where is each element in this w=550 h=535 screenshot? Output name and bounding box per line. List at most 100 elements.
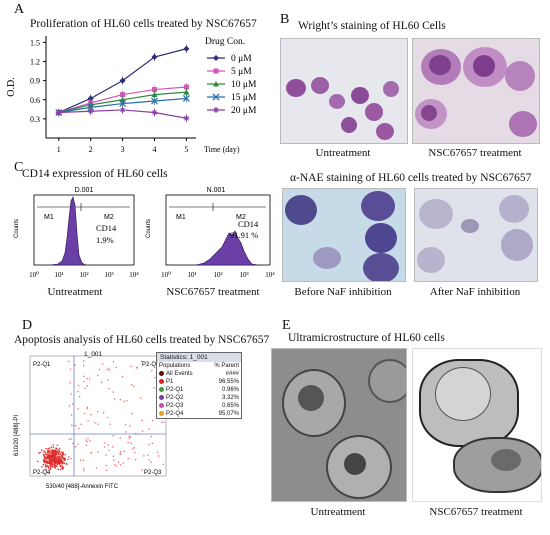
event-dot <box>68 438 70 440</box>
event-dot <box>47 467 50 469</box>
event-dot <box>83 412 86 415</box>
event-dot <box>50 452 52 455</box>
event-dot <box>62 452 64 455</box>
event-dot <box>47 449 49 451</box>
event-dot <box>62 456 64 458</box>
table-row: P2-Q1 0.96% <box>157 386 241 394</box>
event-dot <box>57 451 59 453</box>
event-dot <box>148 428 150 430</box>
event-dot <box>129 425 131 427</box>
event-dot <box>86 441 88 443</box>
event-dot <box>86 377 88 380</box>
event-dot <box>148 443 150 446</box>
tem-right-caption: NSC67657 treatment <box>429 506 523 518</box>
event-dot <box>56 448 58 451</box>
event-dot <box>66 462 68 465</box>
x-tick: 10¹ <box>54 271 63 279</box>
event-dot <box>48 457 51 459</box>
legend-marker <box>213 81 219 87</box>
event-dot <box>59 468 61 471</box>
event-dot <box>48 462 50 465</box>
event-dot <box>100 381 103 383</box>
event-dot <box>105 454 107 456</box>
event-dot <box>58 450 60 452</box>
x-tick: 10⁰ <box>29 271 39 279</box>
event-dot <box>54 450 56 452</box>
event-dot <box>136 366 139 369</box>
event-dot <box>77 390 79 393</box>
quadrant-q3: P2-Q3 <box>144 470 162 476</box>
legend-title: Drug Con. <box>205 37 245 47</box>
event-dot <box>37 460 39 463</box>
event-dot <box>56 460 58 462</box>
event-dot <box>47 452 49 455</box>
event-dot <box>54 453 56 456</box>
panel-d-label: D <box>22 318 33 333</box>
panel-a-title: Proliferation of HL60 cells treated by N… <box>30 18 257 30</box>
event-dot <box>53 461 55 463</box>
cd14-left-caption: Untreatment <box>47 286 103 298</box>
event-dot <box>50 463 53 466</box>
sample-label: 1_001 <box>84 351 102 358</box>
event-dot <box>47 472 49 474</box>
event-dot <box>45 465 47 467</box>
event-dot <box>97 374 99 376</box>
event-dot <box>38 452 40 454</box>
event-dot <box>52 455 55 457</box>
event-dot <box>97 423 99 425</box>
marker-label: CD14 <box>238 219 259 229</box>
event-dot <box>43 453 45 456</box>
proliferation-chart: 0.3 0.6 0.9 1.2 1.5 1 2 3 4 5 O.D. Time (day) Drug C… <box>6 36 257 154</box>
event-dot <box>131 412 133 415</box>
event-dot <box>83 380 85 383</box>
event-dot <box>55 447 58 450</box>
event-dot <box>62 454 64 456</box>
event-dot <box>130 442 132 444</box>
y-tick-label: 0.3 <box>30 115 40 124</box>
event-dot <box>54 466 56 468</box>
event-dot <box>49 453 51 455</box>
event-dot <box>69 382 71 384</box>
event-dot <box>51 451 54 454</box>
event-dot <box>52 446 55 448</box>
data-point <box>87 108 94 115</box>
event-dot <box>51 456 53 458</box>
panel-c-title: CD14 expression of HL60 cells <box>22 168 168 180</box>
event-dot <box>42 463 44 466</box>
event-dot <box>134 451 136 454</box>
event-dot <box>54 450 56 453</box>
event-dot <box>56 444 59 446</box>
event-dot <box>55 459 57 461</box>
event-dot <box>54 461 56 463</box>
x-tick: 10⁴ <box>129 271 139 279</box>
x-axis-label: 530/40 [488]-Annexin FITC <box>46 484 119 490</box>
data-point <box>55 109 62 116</box>
data-point <box>183 115 190 122</box>
event-dot <box>163 421 165 423</box>
event-dot <box>108 369 111 372</box>
quadrant-q2: P2-Q2 <box>142 362 160 368</box>
population-dot-icon <box>159 386 164 392</box>
x-tick-label: 5 <box>184 145 188 154</box>
event-dot <box>119 464 122 466</box>
event-dot <box>47 451 50 453</box>
event-dot <box>86 406 89 408</box>
event-dot <box>52 466 54 468</box>
event-dot <box>151 370 153 372</box>
event-dot <box>119 452 121 454</box>
event-dot <box>82 360 85 362</box>
event-dot <box>50 446 53 448</box>
event-dot <box>113 459 115 461</box>
event-dot <box>51 457 53 459</box>
data-point <box>151 109 158 116</box>
tem-left-caption: Untreatment <box>310 506 366 518</box>
event-dot <box>112 361 115 363</box>
event-dot <box>51 466 53 468</box>
event-dot <box>78 396 81 398</box>
cd14-right-caption: NSC67657 treatment <box>166 286 260 298</box>
event-dot <box>119 398 121 401</box>
event-dot <box>53 451 55 454</box>
event-dot <box>56 451 58 453</box>
event-dot <box>90 451 92 454</box>
panel-c-label: C <box>14 160 24 175</box>
